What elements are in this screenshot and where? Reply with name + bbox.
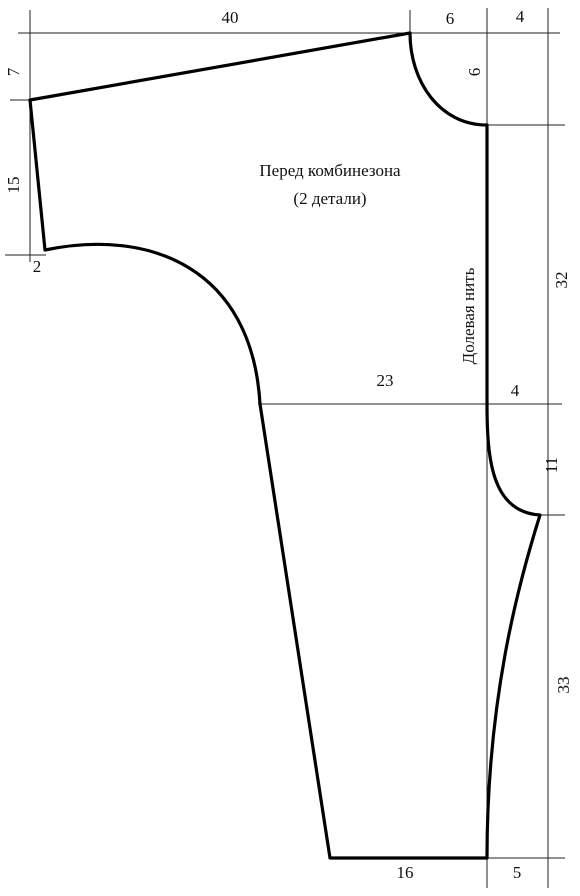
dimension-label: 40: [222, 8, 239, 27]
dimension-label: 23: [377, 371, 394, 390]
dimension-label: 4: [511, 381, 520, 400]
pattern-outline: [28, 31, 542, 860]
dimension-label: 15: [4, 177, 23, 194]
dimension-label: 11: [542, 457, 561, 473]
piece-subtitle: (2 детали): [293, 189, 366, 208]
piece-title: Перед комбинезона: [259, 161, 401, 180]
dimension-label: 33: [554, 677, 573, 694]
dimension-label: 7: [4, 67, 23, 76]
dimension-label: 6: [465, 68, 484, 77]
grain-line-label: Долевая нить: [459, 267, 478, 364]
dimension-label: 2: [33, 257, 42, 276]
dimension-label: 16: [397, 863, 414, 882]
dimension-label: 32: [552, 272, 571, 289]
dimension-label: 5: [513, 863, 522, 882]
construction-lines: [5, 8, 565, 888]
dimension-label: 6: [446, 9, 455, 28]
dimension-label: 4: [516, 7, 525, 26]
